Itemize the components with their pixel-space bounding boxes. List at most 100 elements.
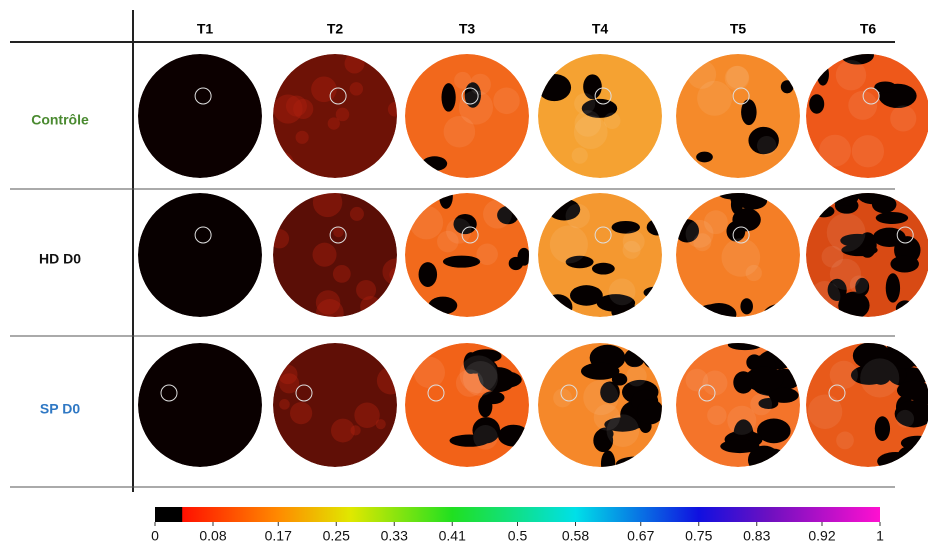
tone <box>606 414 640 448</box>
dark-region <box>744 366 784 392</box>
dark-region <box>428 296 458 315</box>
dark-region <box>442 255 481 268</box>
scan-disc <box>138 343 262 467</box>
speckle <box>327 117 340 130</box>
speckle <box>354 402 380 428</box>
tone <box>807 394 843 429</box>
tone <box>756 136 777 156</box>
tone <box>703 210 728 235</box>
dark-region <box>604 417 641 432</box>
tone <box>829 360 858 390</box>
tone <box>571 147 588 164</box>
dark-region <box>890 255 919 273</box>
dark-region <box>696 151 713 163</box>
tone <box>685 219 714 248</box>
roi-marker <box>896 226 914 244</box>
speckle <box>285 95 307 117</box>
dark-region <box>875 211 909 225</box>
dark-region <box>581 98 618 118</box>
speckle <box>349 82 364 96</box>
dark-region <box>915 444 928 467</box>
row-label: HD D0 <box>39 251 81 267</box>
dark-region <box>780 80 794 94</box>
scan <box>538 193 662 317</box>
tone <box>821 245 844 268</box>
tick-label: 0.17 <box>265 528 292 544</box>
dark-region <box>816 63 829 86</box>
tick-label: 0.58 <box>562 528 589 544</box>
dark-region <box>453 213 477 235</box>
speckle <box>315 290 341 315</box>
dark-region <box>832 193 859 207</box>
speckle <box>273 155 294 178</box>
speckle <box>349 206 364 221</box>
scan <box>676 193 800 317</box>
dark-region <box>624 348 645 368</box>
speckle <box>333 226 344 238</box>
speckle <box>273 94 303 124</box>
tone <box>454 71 472 90</box>
tick-label: 0.92 <box>808 528 835 544</box>
roi-marker <box>329 87 347 105</box>
dark-region <box>840 233 875 248</box>
scan-disc <box>405 193 529 317</box>
tone <box>469 73 491 96</box>
dark-region <box>871 195 897 214</box>
speckle <box>312 242 337 267</box>
roi-marker <box>295 384 313 402</box>
tick-label: 0.41 <box>439 528 466 544</box>
tone <box>702 370 728 396</box>
tone <box>462 360 498 396</box>
dark-region <box>912 453 925 467</box>
dark-region <box>611 220 640 234</box>
roi-marker <box>594 87 612 105</box>
dark-region <box>509 343 529 352</box>
roi-marker <box>698 384 716 402</box>
speckle <box>376 366 397 395</box>
dark-region <box>642 343 661 368</box>
tone <box>565 203 590 229</box>
dark-region <box>740 298 753 315</box>
speckle <box>293 98 314 120</box>
dark-region <box>597 427 614 441</box>
speckle <box>273 357 284 374</box>
tone <box>745 264 762 282</box>
speckle <box>382 258 397 286</box>
dark-region <box>850 365 888 385</box>
tick-label: 0.75 <box>685 528 712 544</box>
dark-region <box>737 193 768 210</box>
scan <box>806 193 928 317</box>
column-label: T5 <box>730 21 747 37</box>
column-label: T1 <box>197 21 214 37</box>
scan-disc <box>273 54 397 178</box>
dark-region <box>896 380 928 400</box>
dark-region <box>591 262 615 275</box>
dark-region <box>813 205 835 218</box>
dark-region <box>633 458 646 467</box>
tone <box>685 368 709 392</box>
dark-region <box>874 81 897 93</box>
row-label: Contrôle <box>31 112 89 128</box>
scan <box>273 343 397 467</box>
tick-label: 0.33 <box>381 528 408 544</box>
dark-region <box>646 219 662 236</box>
column-label: T2 <box>327 21 344 37</box>
dark-region <box>877 452 914 467</box>
tone <box>819 134 851 167</box>
scan <box>405 54 529 178</box>
speckle <box>312 193 343 218</box>
speckle <box>289 402 313 425</box>
dark-region <box>478 395 493 418</box>
column-label: T6 <box>860 21 877 37</box>
dark-region <box>908 57 923 72</box>
dark-region <box>757 418 791 444</box>
dark-region <box>855 277 870 296</box>
dark-region <box>758 398 779 409</box>
dark-region <box>874 416 891 441</box>
scan-disc <box>538 343 662 467</box>
tone <box>726 65 749 89</box>
scan <box>676 54 800 178</box>
speckle <box>279 373 300 394</box>
tone <box>836 431 854 450</box>
